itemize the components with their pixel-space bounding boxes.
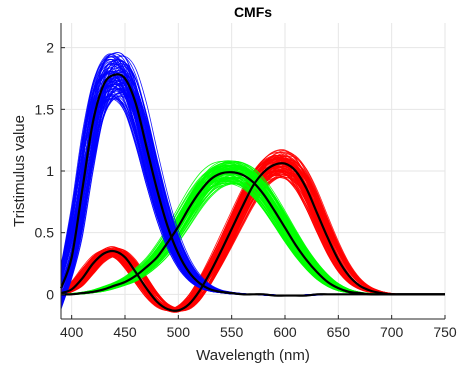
chart-title: CMFs [234, 4, 272, 20]
x-tick-label: 500 [167, 324, 191, 340]
x-tick-label: 400 [60, 324, 84, 340]
sample-curve [60, 161, 445, 311]
x-tick-label: 650 [327, 324, 351, 340]
y-tick-label: 1 [46, 163, 54, 179]
y-axis-ticks: 0 0.5 1 1.5 2 [35, 40, 65, 302]
x-tick-label: 750 [433, 324, 457, 340]
x-axis-label: Wavelength (nm) [196, 347, 310, 364]
x-tick-label: 600 [273, 324, 297, 340]
x-tick-label: 550 [220, 324, 244, 340]
mean-curves [59, 73, 445, 312]
y-axis-label: Tristimulus value [11, 115, 28, 227]
y-tick-label: 0.5 [35, 225, 55, 241]
x-axis-ticks: 400 450 500 550 600 650 700 750 [60, 315, 457, 340]
x-tick-label: 450 [113, 324, 137, 340]
y-tick-label: 1.5 [35, 101, 55, 117]
y-tick-label: 0 [46, 286, 54, 302]
y-tick-label: 2 [46, 40, 54, 56]
blue_band-mean-curve [59, 73, 445, 297]
red_band-mean-curve [60, 162, 445, 312]
x-tick-label: 700 [380, 324, 404, 340]
